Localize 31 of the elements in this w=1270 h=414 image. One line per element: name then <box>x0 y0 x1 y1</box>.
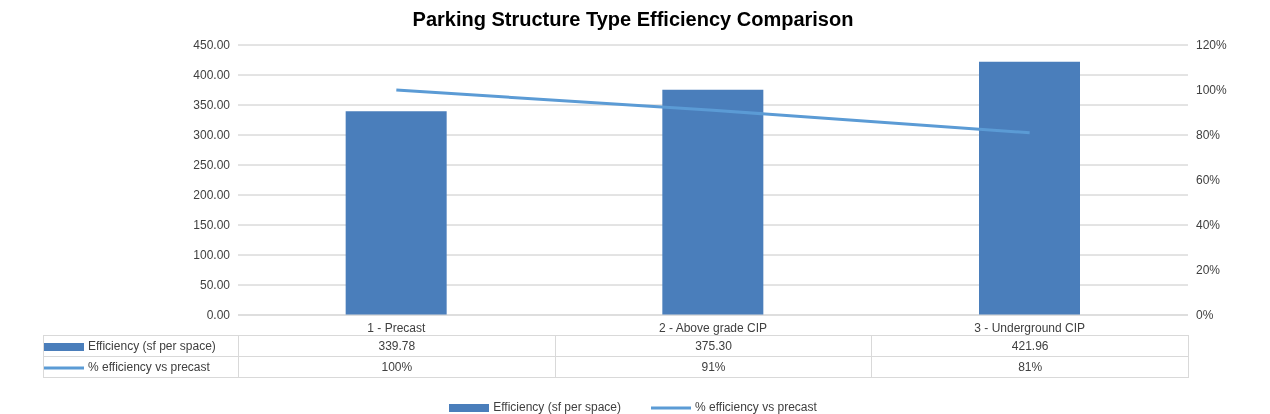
y-tick-label: 150.00 <box>193 218 231 233</box>
text: Efficiency (sf per space) <box>88 339 216 353</box>
y-tick-label: 100.00 <box>193 248 231 263</box>
data-label: 81% <box>871 356 1189 378</box>
y2-tick-label: 80% <box>1196 128 1221 143</box>
data-label: 339.78 <box>238 335 556 357</box>
y-tick-label: 450.00 <box>193 38 231 53</box>
y2-tick-label: 120% <box>1196 38 1228 53</box>
y-tick-label: 400.00 <box>193 68 231 83</box>
y-tick-label: 350.00 <box>193 98 231 113</box>
y2-tick-label: 0% <box>1196 308 1214 323</box>
y2-tick-label: 20% <box>1196 263 1221 278</box>
x-tick-label: 2 - Above grade CIP <box>658 320 768 335</box>
y-tick-label: 250.00 <box>193 158 231 173</box>
y-tick-label: 200.00 <box>193 188 231 203</box>
y-tick-label: 300.00 <box>193 128 231 143</box>
x-tick-label: 3 - Underground CIP <box>974 320 1086 335</box>
data-label: 91% <box>555 356 872 378</box>
x-tick-label: 1 - Precast <box>367 320 426 335</box>
y2-tick-label: 40% <box>1196 218 1221 233</box>
y-tick-label: 50.00 <box>199 278 231 293</box>
data-label: 100% <box>238 356 556 378</box>
data-label: 421.96 <box>871 335 1189 357</box>
legend-label: % efficiency vs precast <box>694 400 817 414</box>
chart-title: Parking Structure Type Efficiency Comparison <box>411 8 855 31</box>
y2-tick-label: 100% <box>1196 83 1228 98</box>
text: % efficiency vs precast <box>88 360 210 374</box>
y-tick-label: 0.00 <box>206 308 231 323</box>
y2-tick-label: 60% <box>1196 173 1221 188</box>
data-label: 375.30 <box>555 335 872 357</box>
legend-label: Efficiency (sf per space) <box>492 400 621 414</box>
